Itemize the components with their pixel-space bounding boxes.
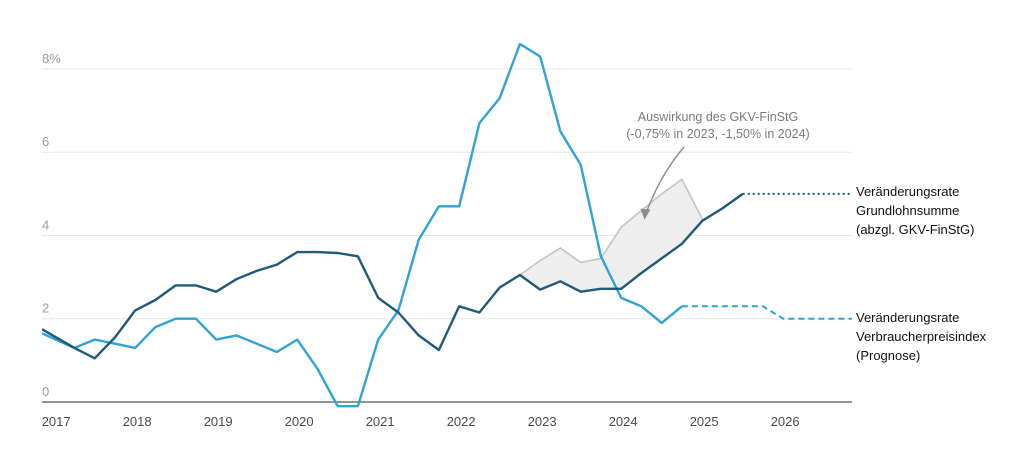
series-labels: Veränderungsrate Grundlohnsumme (abzgl. GK…: [856, 184, 987, 363]
y-tick-label: 8%: [42, 51, 61, 66]
label-grundlohnsumme: Veränderungsrate Grundlohnsumme (abzgl. GK…: [856, 184, 974, 237]
x-tick-label: 2022: [447, 414, 476, 429]
x-tick-labels: 2017 2018 2019 2020 2021 2022 2023 2024 2025 2026: [42, 414, 800, 429]
x-tick-label: 2018: [123, 414, 152, 429]
y-tick-label: 2: [42, 301, 49, 316]
x-tick-label: 2021: [366, 414, 395, 429]
gkv-finstg-effect-area: [519, 178, 704, 292]
series-line-vpi: [42, 42, 683, 408]
y-tick-label: 0: [42, 384, 49, 399]
y-tick-labels: 0 2 4 6 8%: [42, 51, 61, 399]
x-tick-label: 2026: [771, 414, 800, 429]
x-tick-label: 2024: [609, 414, 638, 429]
x-tick-label: 2019: [204, 414, 233, 429]
effect-area-upper-edge: [519, 178, 704, 276]
x-tick-label: 2017: [42, 414, 71, 429]
annotation-arrow: [644, 146, 685, 215]
label-verbraucherpreisindex: Veränderungsrate Verbraucherpreisindex (Pr…: [856, 310, 987, 363]
annotation-arrowhead: [640, 208, 651, 220]
series-line-grundlohn: [42, 192, 744, 360]
series-lines: [42, 42, 852, 408]
y-tick-label: 4: [42, 217, 49, 232]
effect-area-fill: [519, 179, 703, 292]
y-tick-label: 6: [42, 134, 49, 149]
grid-lines: [42, 68, 852, 320]
series-forecast-vpi: [681, 305, 852, 320]
x-tick-label: 2023: [528, 414, 557, 429]
annotation: Auswirkung des GKV-FinStG (-0,75% in 2023…: [626, 110, 810, 220]
x-tick-label: 2025: [690, 414, 719, 429]
x-tick-label: 2020: [285, 414, 314, 429]
annotation-text: Auswirkung des GKV-FinStG (-0,75% in 2023…: [626, 110, 809, 141]
